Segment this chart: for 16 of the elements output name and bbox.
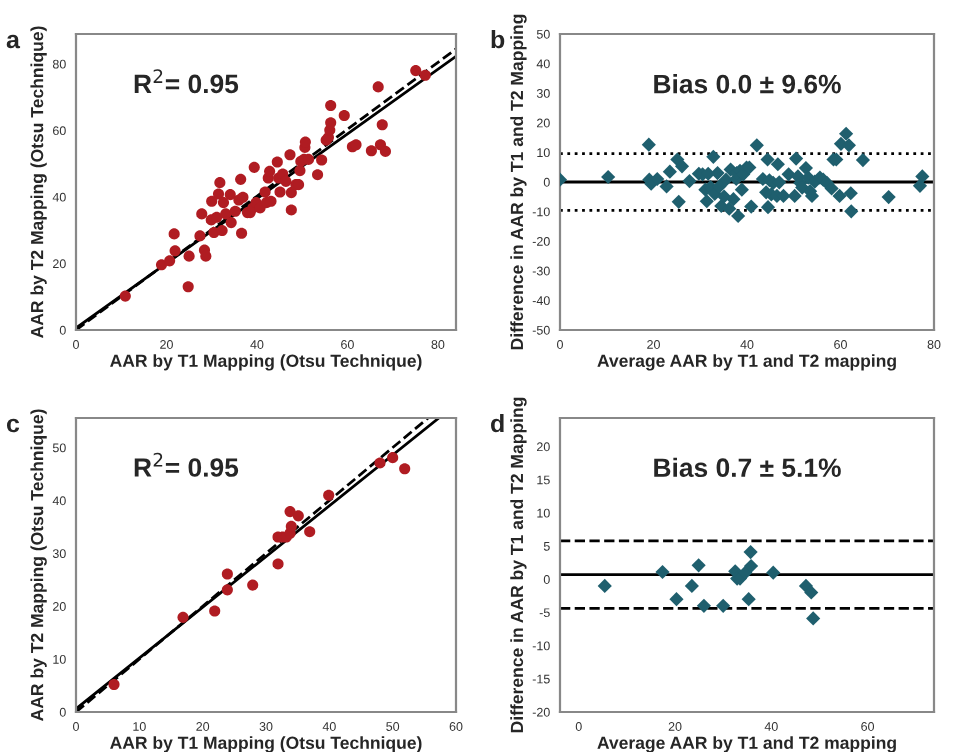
y-axis-title: Difference in AAR by T1 and T2 Mapping <box>510 397 527 733</box>
annotation: Bias 0.7 ± 5.1% <box>654 457 841 478</box>
text: c <box>6 418 20 433</box>
annotation: Bias 0.0 ± 9.6% <box>654 74 841 94</box>
x-axis-title: Average AAR by T1 and T2 mapping <box>597 736 896 752</box>
annotation: R$^{2}$= 0.95 <box>134 69 239 94</box>
text: b <box>491 30 505 49</box>
annotation: R$^{2}$= 0.95 <box>134 452 239 477</box>
text: a <box>6 34 21 49</box>
x-axis-title: AAR by T1 Mapping (Otsu Technique) <box>110 354 422 371</box>
y-axis-title: AAR by T2 Mapping (Otsu Technique) <box>30 409 47 721</box>
y-axis-title: AAR by T2 Mapping (Otsu Technique) <box>30 26 47 338</box>
x-axis-title: Average AAR by T1 and T2 mapping <box>597 354 896 371</box>
y-axis-title: Difference in AAR by T1 and T2 Mapping <box>510 14 527 350</box>
text: d <box>491 414 504 433</box>
x-axis-title: AAR by T1 Mapping (Otsu Technique) <box>110 736 422 752</box>
